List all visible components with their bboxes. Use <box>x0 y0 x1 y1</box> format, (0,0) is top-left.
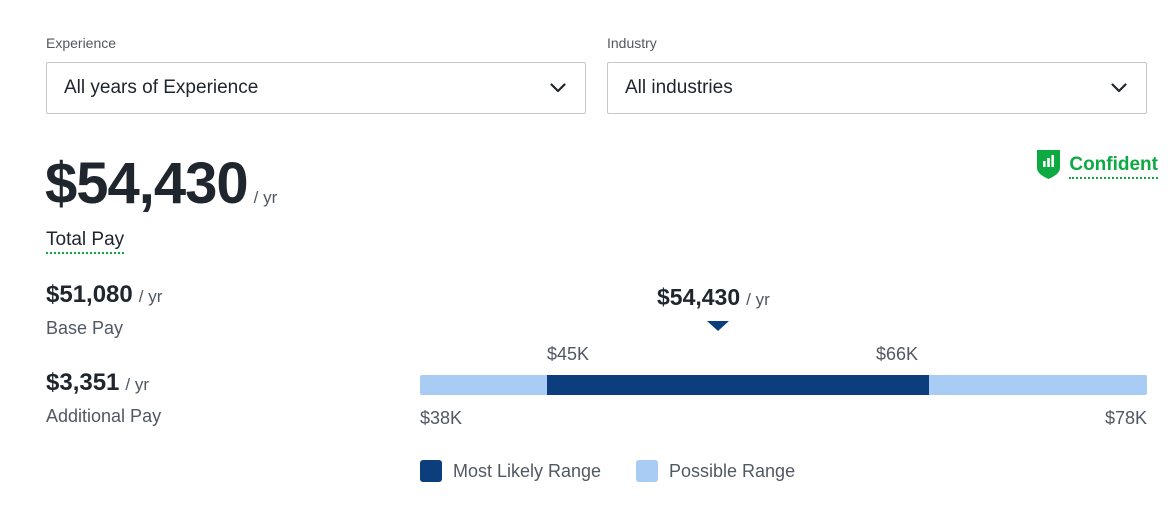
confidence-shield-icon <box>1035 148 1062 185</box>
industry-select[interactable]: All industries <box>607 62 1147 114</box>
industry-filter-label: Industry <box>607 35 657 51</box>
likely-min-label: $45K <box>547 344 590 364</box>
industry-select-value: All industries <box>625 77 733 98</box>
additional-pay-amount: $3,351 / yr <box>46 369 149 397</box>
likely-max-label: $66K <box>876 344 919 364</box>
total-pay-value: $54,430 <box>45 151 249 216</box>
possible-swatch <box>636 460 658 482</box>
legend-possible: Possible Range <box>636 460 795 482</box>
experience-select[interactable]: All years of Experience <box>46 62 586 114</box>
chevron-down-icon <box>549 79 567 97</box>
median-pay-unit: / yr <box>746 290 770 309</box>
total-pay-label[interactable]: Total Pay <box>46 229 125 254</box>
experience-select-value: All years of Experience <box>64 77 259 98</box>
additional-pay-label: Additional Pay <box>46 406 162 426</box>
confidence-badge[interactable]: Confident <box>1035 148 1158 185</box>
median-pay-label: $54,430 / yr <box>657 284 770 311</box>
base-pay-label: Base Pay <box>46 318 124 338</box>
median-pay-value: $54,430 <box>657 284 741 310</box>
base-pay-unit: / yr <box>138 287 163 306</box>
base-pay-value: $51,080 <box>46 281 133 308</box>
possible-max-label: $78K <box>1104 408 1147 428</box>
most-likely-legend-label: Most Likely Range <box>453 460 602 481</box>
base-pay-amount: $51,080 / yr <box>46 281 162 309</box>
confidence-label: Confident <box>1069 154 1158 179</box>
likely-range-bar <box>547 375 929 395</box>
additional-pay-value: $3,351 <box>46 369 120 396</box>
experience-filter-label: Experience <box>46 35 117 51</box>
possible-min-label: $38K <box>420 408 463 428</box>
total-pay-amount: $54,430/ yr <box>45 150 277 217</box>
additional-pay-unit: / yr <box>125 375 150 394</box>
total-pay-unit: / yr <box>253 188 278 207</box>
legend-most-likely: Most Likely Range <box>420 460 601 482</box>
most-likely-swatch <box>420 460 442 482</box>
chevron-down-icon <box>1110 79 1128 97</box>
median-marker-triangle <box>707 321 729 331</box>
possible-legend-label: Possible Range <box>669 460 796 481</box>
